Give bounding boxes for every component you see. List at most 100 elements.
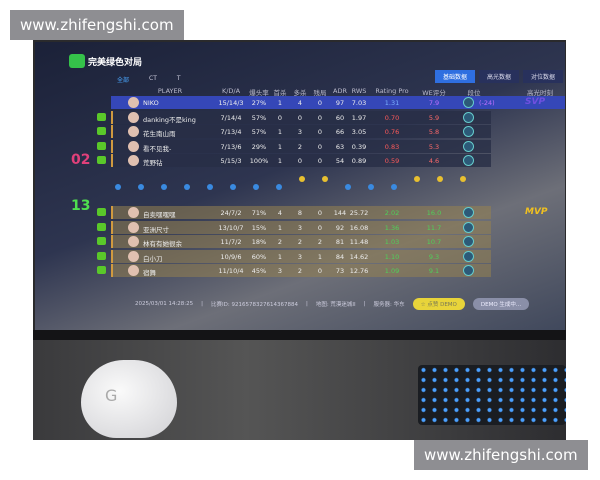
rank-icon [463,155,474,166]
cell-kda: 5/15/3 [220,157,242,165]
cell-kda: 11/7/2 [220,238,242,246]
round-dot [138,184,144,190]
thumbs-up-icon[interactable] [97,127,106,135]
row-background [111,110,491,124]
cell-adr: 81 [335,238,345,246]
player-row[interactable]: 荒野钻 5/15/3 100% 1 0 0 54 0.89 0.59 4.6 [35,154,565,167]
match-id: 比赛ID: 9216578327614367884 [211,302,298,308]
thumbs-up-icon[interactable] [97,222,106,231]
highlight-badge: SVP [525,97,546,107]
filter-all[interactable]: 全部 [117,77,130,84]
round-dot [115,184,121,190]
watermark-bottom: www.zhifengshi.com [414,440,588,470]
row-background [111,154,491,167]
tab-basic[interactable]: 基础数据 [435,70,476,83]
rank-icon [463,265,474,276]
keyboard [418,365,566,425]
cell-we: 16.0 [426,209,442,217]
cell-hs: 29% [251,142,267,151]
rank-icon [463,140,474,152]
player-row[interactable]: 林有有她很余 11/7/2 18% 2 2 2 81 11.48 1.03 10.7 [35,235,565,248]
tab-highlight[interactable]: 高光数据 [479,70,520,83]
cell-we: 11.7 [426,223,442,232]
round-dot [276,184,282,190]
cell-adr: 92 [335,223,345,232]
player-row[interactable]: NIKO 15/14/3 27% 1 4 0 97 7.03 1.31 7.9 (-24) SVP [35,96,565,109]
cell-rating: 2.02 [384,209,400,217]
column-header: PLAYER [157,87,183,95]
player-row[interactable]: 白小刀 10/9/6 60% 1 3 1 84 14.62 1.10 9.3 [35,249,565,263]
round-dot [322,176,328,182]
cell-adr: 84 [335,252,345,261]
cell-name: 看不见我- [143,144,172,153]
cell-we: 9.3 [428,252,440,261]
player-row[interactable]: 看不见我- 7/13/6 29% 1 2 0 63 0.39 0.83 5.3 [35,139,565,153]
filter-ct[interactable]: CT [149,75,157,82]
tab-matchup[interactable]: 对位数据 [523,70,564,83]
cell-name: NIKO [143,99,159,107]
cell-cl: 0 [317,99,323,107]
player-row[interactable]: 宿舞 11/10/4 45% 3 2 0 73 12.76 1.09 9.1 [35,264,565,277]
cell-fk: 2 [277,238,283,246]
cell-rws: 16.08 [349,223,369,232]
cell-mk: 0 [297,113,303,122]
app-logo: 完美绿色对局 [69,54,142,68]
cell-adr: 63 [335,142,345,151]
cell-rating: 1.03 [384,238,400,246]
cell-name: 亚洲尺寸 [143,225,169,234]
demo-status-button[interactable]: DEMO 生成中... [472,298,530,310]
match-footer: 2025/03/01 14:28:25 | 比赛ID: 9216578327614… [135,298,530,310]
player-row[interactable]: 自卖嘿嘿嘿 24/7/2 71% 4 8 0 144 25.72 2.02 16.0 MVP [35,206,565,219]
thumbs-up-icon[interactable] [97,251,106,260]
column-header: K/D/A [221,87,241,95]
row-background [111,96,565,109]
cell-cl: 0 [317,142,323,151]
rank-icon [463,221,474,233]
cell-kda: 15/14/3 [218,99,244,107]
cell-hs: 100% [249,157,269,165]
cell-rating: 1.31 [384,99,400,107]
cell-we: 4.6 [428,157,440,165]
round-dot [161,184,167,190]
cell-cl: 2 [317,238,323,246]
cell-rating: 0.83 [384,142,400,151]
cell-fk: 1 [277,252,283,261]
cell-we: 5.9 [428,113,440,122]
cell-kda: 7/13/4 [220,128,242,136]
cell-rating: 1.36 [384,223,400,232]
row-background [111,235,491,248]
round-dot [345,184,351,190]
round-dot [230,184,236,190]
column-header: 首杀 [273,89,287,97]
player-row[interactable]: 花生南山雨 7/13/4 57% 1 3 0 66 3.05 0.76 5.8 [35,125,565,138]
cell-hs: 18% [251,238,267,246]
side-filter: 全部 CT T [117,75,181,84]
match-server: 服务器: 华东 [373,302,405,308]
rank-icon [463,126,474,137]
cell-cl: 0 [317,223,323,232]
column-header: 段位 [467,89,481,97]
thumbs-up-icon[interactable] [97,112,106,121]
like-demo-button[interactable]: ☆ 点赞 DEMO [412,298,465,310]
thumbs-up-icon[interactable] [97,237,106,245]
cell-hs: 71% [251,209,267,217]
player-row[interactable]: danking不是king 7/14/4 57% 0 0 0 60 1.97 0.70 5.9 [35,110,565,124]
cell-hs: 57% [251,128,267,136]
thumbs-up-icon[interactable] [97,156,106,164]
filter-t[interactable]: T [176,75,181,82]
cell-mk: 0 [297,157,303,165]
logo-text: 完美绿色对局 [88,57,143,68]
cell-we: 7.9 [428,99,440,107]
round-dot [414,176,420,182]
cell-name: danking不是king [143,115,196,124]
thumbs-up-icon[interactable] [97,208,106,216]
cell-kda: 24/7/2 [220,209,242,217]
cell-name: 花生南山雨 [143,130,176,138]
rank-icon [463,111,474,123]
thumbs-up-icon[interactable] [97,266,106,274]
cell-cl: 0 [317,267,323,275]
thumbs-up-icon[interactable] [97,141,106,150]
cell-rws: 3.05 [351,128,367,136]
column-header: 残局 [313,89,327,97]
player-row[interactable]: 亚洲尺寸 13/10/7 15% 1 3 0 92 16.08 1.36 11.7 [35,220,565,234]
